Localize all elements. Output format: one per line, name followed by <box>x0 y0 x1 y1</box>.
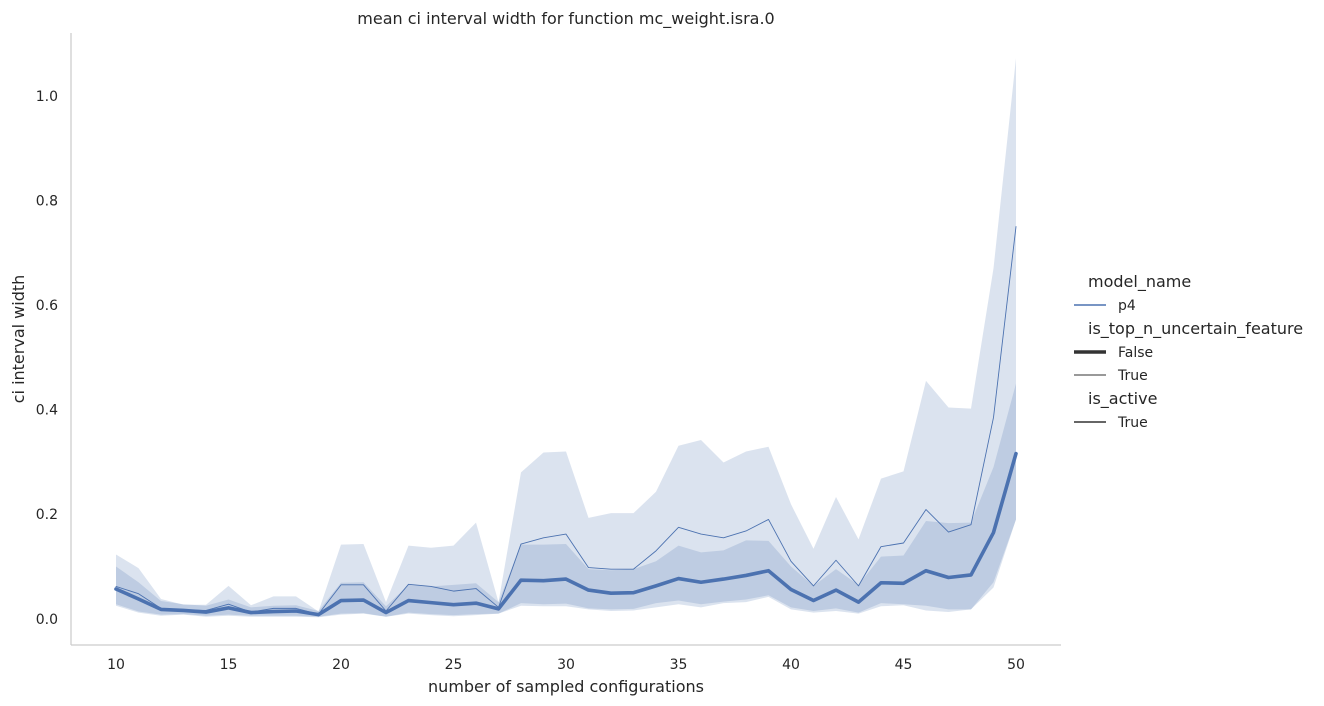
x-axis-label: number of sampled configurations <box>428 677 704 696</box>
y-tick-label: 0.0 <box>36 612 58 628</box>
y-tick-label: 0.8 <box>36 193 58 209</box>
series-lines <box>114 226 1018 617</box>
y-tick-label: 0.4 <box>36 403 58 419</box>
x-tick-label: 15 <box>220 657 238 673</box>
chart-title: mean ci interval width for function mc_w… <box>357 9 774 29</box>
legend-title: model_name <box>1088 272 1191 292</box>
legend-title: is_top_n_uncertain_feature <box>1088 319 1303 339</box>
series-line-false <box>114 451 1018 617</box>
x-tick-label: 50 <box>1007 657 1025 673</box>
y-tick-label: 0.2 <box>36 507 58 523</box>
y-tick-label: 0.6 <box>36 298 58 314</box>
y-axis-ticks: 0.0 0.2 0.4 0.6 0.8 1.0 <box>36 89 58 628</box>
confidence-bands <box>116 58 1016 618</box>
legend-entry-label: True <box>1117 368 1148 384</box>
ci-band-true <box>116 58 1016 618</box>
x-tick-label: 30 <box>557 657 575 673</box>
ci-band-false <box>116 383 1016 617</box>
x-tick-label: 40 <box>782 657 800 673</box>
legend: model_name p4 is_top_n_uncertain_feature Fa… <box>1074 272 1303 431</box>
legend-entry-label: False <box>1118 345 1153 361</box>
x-tick-label: 25 <box>445 657 463 673</box>
y-axis-label: ci interval width <box>9 275 28 404</box>
x-axis-ticks: 10 15 20 25 30 35 40 45 50 <box>107 657 1025 673</box>
series-line-true <box>115 226 1017 615</box>
x-tick-label: 20 <box>332 657 350 673</box>
x-tick-label: 45 <box>895 657 913 673</box>
x-tick-label: 10 <box>107 657 125 673</box>
x-tick-label: 35 <box>670 657 688 673</box>
legend-title: is_active <box>1088 389 1157 409</box>
legend-entry-label: True <box>1117 415 1148 431</box>
y-tick-label: 1.0 <box>36 89 58 105</box>
legend-entry-label: p4 <box>1118 298 1136 314</box>
